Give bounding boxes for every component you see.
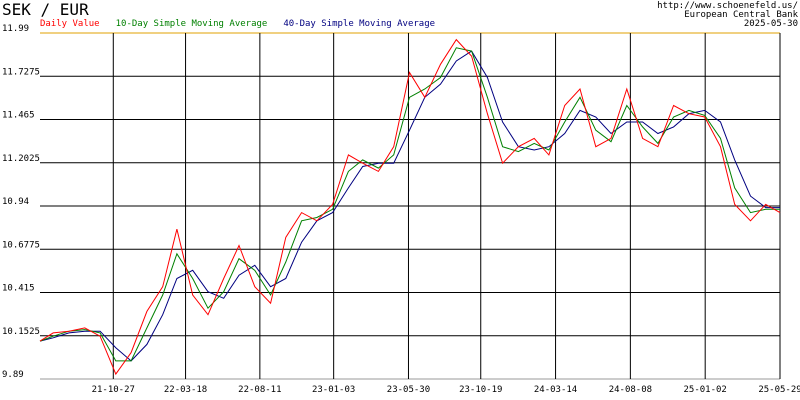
series-line xyxy=(39,38,781,376)
legend-label: 10-Day Simple Moving Average xyxy=(116,19,268,29)
x-tick-label: 23-05-30 xyxy=(387,385,430,395)
y-tick-label: 9.89 xyxy=(2,370,24,380)
x-tick-label: 23-10-19 xyxy=(459,385,502,395)
series-line xyxy=(39,50,780,362)
x-tick-label: 22-08-11 xyxy=(238,385,281,395)
y-tick-label: 10.94 xyxy=(2,197,29,207)
x-tick-label: 22-03-18 xyxy=(164,385,207,395)
date: 2025-05-30 xyxy=(744,19,798,29)
legend-label: Daily Value xyxy=(40,19,100,29)
x-tick-label: 23-01-03 xyxy=(312,385,355,395)
chart-title: SEK / EUR xyxy=(2,0,89,19)
source-url: http://www.schoenefeld.us/ xyxy=(657,1,798,11)
series-line xyxy=(39,47,780,362)
y-tick-label: 11.99 xyxy=(2,24,29,34)
x-tick-label: 21-10-27 xyxy=(92,385,135,395)
source: European Central Bank xyxy=(684,10,798,20)
y-tick-label: 10.415 xyxy=(2,284,35,294)
x-tick-label: 25-01-02 xyxy=(684,385,727,395)
legend-label: 40-Day Simple Moving Average xyxy=(283,19,435,29)
x-tick-label: 24-08-08 xyxy=(609,385,652,395)
y-tick-label: 11.2025 xyxy=(2,154,40,164)
y-tick-label: 10.1525 xyxy=(2,327,40,337)
y-tick-label: 11.465 xyxy=(2,111,35,121)
y-tick-label: 11.7275 xyxy=(2,67,40,77)
x-tick-label: 24-03-14 xyxy=(534,385,577,395)
y-tick-label: 10.6775 xyxy=(2,240,40,250)
x-tick-label: 25-05-29 xyxy=(758,385,800,395)
